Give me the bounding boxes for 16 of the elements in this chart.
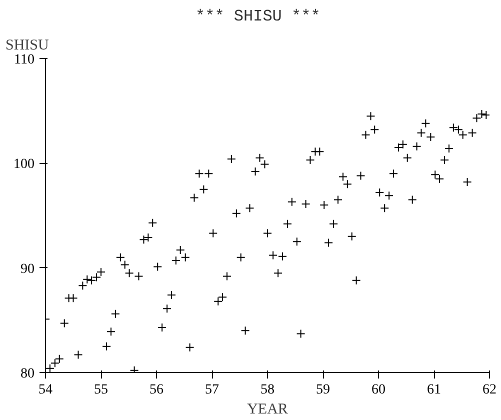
x-tick-label: 61 bbox=[427, 382, 441, 398]
y-axis-title: SHISU bbox=[6, 38, 50, 54]
x-tick-label: 55 bbox=[94, 382, 108, 398]
x-axis-title: YEAR bbox=[247, 402, 288, 418]
y-tick-label: 80 bbox=[20, 366, 34, 382]
x-tick-label: 60 bbox=[372, 382, 386, 398]
x-tick-label: 62 bbox=[482, 382, 496, 398]
y-tick-label: 110 bbox=[14, 52, 35, 68]
x-tick-label: 56 bbox=[150, 382, 164, 398]
x-tick-label: 57 bbox=[205, 382, 219, 398]
x-tick-label: 58 bbox=[260, 382, 274, 398]
x-tick-label: 59 bbox=[316, 382, 330, 398]
chart-title: *** SHISU *** bbox=[195, 8, 320, 26]
y-tick-label: 100 bbox=[14, 157, 34, 172]
x-tick-label: 54 bbox=[38, 382, 52, 398]
y-tick-label: 90 bbox=[20, 262, 34, 277]
